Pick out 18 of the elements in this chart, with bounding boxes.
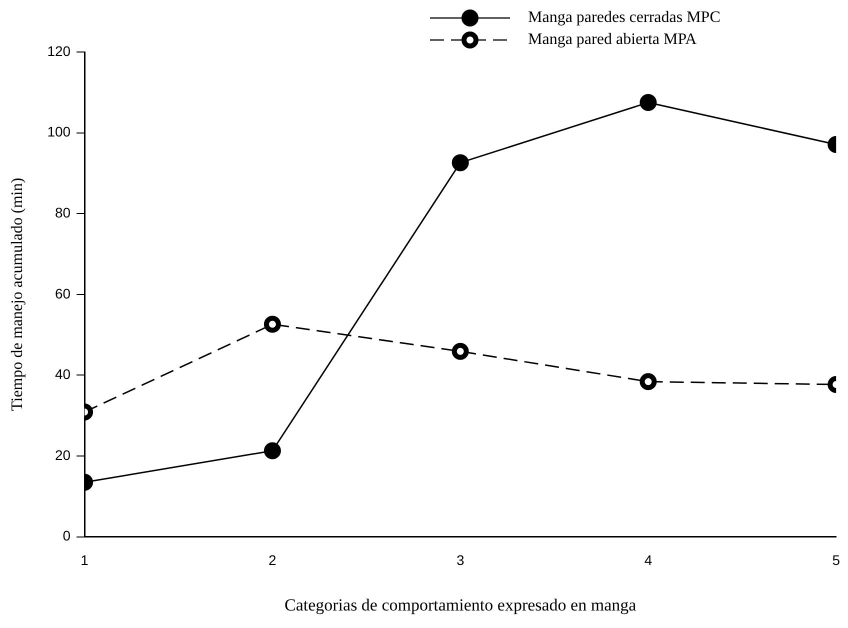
point: [452, 154, 469, 172]
y-tick-label: 80: [54, 204, 71, 220]
legend-label: Manga paredes cerradas MPC: [528, 9, 720, 26]
legend-label: Manga pared abierta MPA: [528, 31, 698, 48]
y-tick-label: 120: [47, 42, 71, 59]
y-tick-label: 0: [62, 528, 71, 544]
x-tick-label: 3: [456, 552, 464, 568]
y-tick-label: 100: [47, 124, 71, 140]
x-tick-label: 2: [268, 552, 277, 568]
y-axis-title: Tiempo de manejo acumulado (min): [8, 178, 26, 411]
y-tick-label: 20: [54, 446, 71, 463]
x-tick-label: 5: [832, 552, 840, 568]
point: [452, 342, 469, 360]
y-tick-label: 40: [54, 366, 71, 382]
x-tick-label: 4: [644, 552, 652, 568]
y-tick-label: 60: [54, 285, 71, 302]
x-tick-label: 1: [80, 552, 89, 568]
x-axis-title: Categorias de comportamiento expresado en manga: [284, 595, 637, 614]
